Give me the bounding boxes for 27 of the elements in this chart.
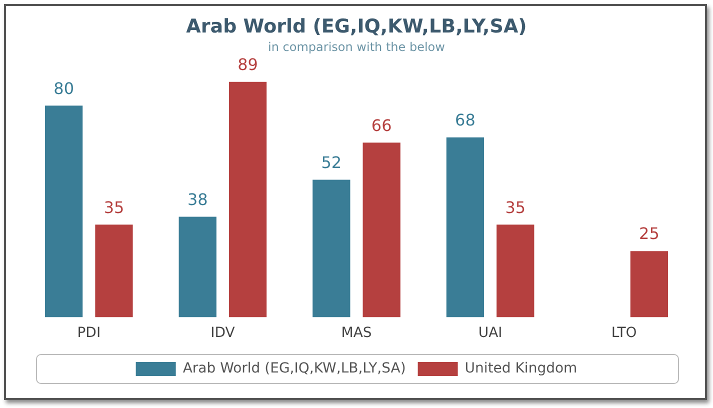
bar	[95, 224, 133, 318]
legend-label: United Kingdom	[464, 360, 578, 377]
chart-subtitle: in comparison with the below	[268, 40, 446, 54]
x-tick-label: MAS	[341, 325, 372, 342]
data-label: 66	[371, 116, 392, 135]
bar	[178, 216, 216, 318]
bar	[630, 251, 668, 318]
bar	[312, 180, 350, 318]
data-label: 25	[639, 224, 660, 244]
x-tick-label: IDV	[210, 325, 236, 342]
bar	[496, 224, 534, 318]
data-label: 52	[321, 152, 342, 172]
chart-title: Arab World (EG,IQ,KW,LB,LY,SA)	[186, 15, 527, 38]
bar	[44, 106, 83, 318]
bar	[228, 82, 267, 318]
data-label: 35	[104, 198, 124, 217]
x-tick-label: PDI	[77, 325, 101, 342]
bar	[446, 137, 484, 318]
data-label: 89	[238, 55, 258, 74]
data-label: 80	[54, 78, 74, 98]
bar	[362, 142, 400, 318]
x-tick-label: LTO	[611, 325, 637, 342]
data-label: 35	[505, 198, 526, 217]
legend-label: Arab World (EG,IQ,KW,LB,LY,SA)	[182, 360, 406, 377]
data-label: 68	[455, 110, 476, 130]
x-tick-label: UAI	[478, 325, 502, 342]
data-label: 38	[187, 190, 208, 209]
